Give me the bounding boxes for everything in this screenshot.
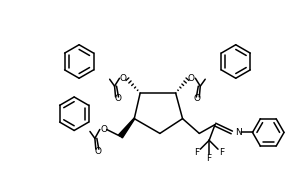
Text: N: N bbox=[235, 128, 242, 137]
Text: O: O bbox=[100, 125, 107, 134]
Text: O: O bbox=[114, 94, 121, 103]
Text: F: F bbox=[206, 153, 212, 163]
Text: O: O bbox=[194, 94, 201, 103]
Text: O: O bbox=[120, 74, 127, 83]
Text: F: F bbox=[194, 148, 199, 157]
Polygon shape bbox=[119, 118, 135, 138]
Text: O: O bbox=[188, 74, 195, 83]
Text: F: F bbox=[219, 148, 224, 157]
Text: O: O bbox=[94, 147, 101, 156]
